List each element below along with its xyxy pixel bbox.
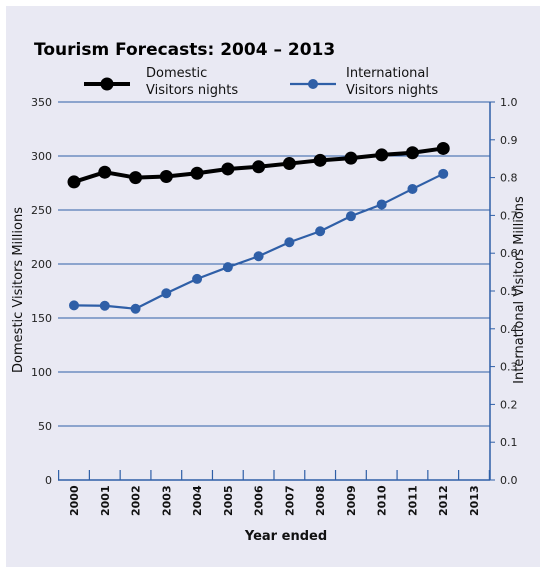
y-right-tick-label: 0.1 — [500, 436, 518, 449]
y-right-tick-label: 0.5 — [500, 285, 518, 298]
international-data-point — [407, 183, 418, 194]
international-data-point — [315, 226, 326, 237]
domestic-data-point — [344, 151, 358, 165]
domestic-data-point — [221, 162, 235, 176]
y-left-tick-label: 150 — [31, 312, 52, 325]
chart-panel — [6, 6, 540, 567]
x-tick-label: 2009 — [345, 485, 358, 516]
legend-domestic-label-line: Domestic — [146, 66, 207, 81]
legend-domestic-marker — [100, 77, 114, 91]
y-left-tick-label: 100 — [31, 366, 52, 379]
y-left-tick-label: 50 — [38, 420, 52, 433]
x-tick-label: 2004 — [191, 485, 204, 516]
y-right-tick-label: 0.0 — [500, 474, 518, 487]
international-series-line — [73, 172, 444, 310]
domestic-data-point — [252, 160, 266, 174]
y-right-tick-label: 1.0 — [500, 96, 518, 109]
legend-international-label: International Visitors nights — [346, 66, 438, 98]
international-data-point — [130, 303, 141, 314]
axes: 0 50 100 150 200 250 300 350 0.0 0.1 0.2 0.3 0.4 0.5 0… — [31, 96, 518, 516]
international-data-point — [284, 237, 295, 248]
x-tick-label: 2008 — [314, 485, 327, 516]
x-tick-label: 2013 — [468, 485, 481, 516]
y-left-tick-label: 250 — [31, 204, 52, 217]
domestic-data-point — [67, 175, 81, 189]
international-data-point — [99, 300, 110, 311]
legend-international-label-line: International — [346, 66, 429, 81]
x-tick-label: 2002 — [130, 485, 143, 516]
x-tick-label: 2012 — [437, 485, 450, 516]
x-tick-label: 2010 — [376, 485, 389, 516]
international-data-point — [222, 262, 233, 273]
legend: Domestic Visitors nights International Visi… — [84, 66, 438, 98]
y-left-tick-label: 300 — [31, 150, 52, 163]
international-data-point — [192, 273, 203, 284]
y-right-tick-label: 0.6 — [500, 247, 518, 260]
domestic-data-point — [313, 153, 327, 167]
x-tick-label: 2007 — [283, 485, 296, 516]
domestic-data-point — [405, 146, 419, 160]
y-left-tick-label: 200 — [31, 258, 52, 271]
y-right-tick-label: 0.9 — [500, 134, 518, 147]
international-data-point — [376, 199, 387, 210]
legend-domestic-label-line: Visitors nights — [146, 83, 238, 98]
x-tick-label: 2006 — [253, 485, 266, 516]
y-right-tick-label: 0.8 — [500, 172, 518, 185]
domestic-data-point — [190, 166, 204, 180]
x-tick-label: 2003 — [160, 485, 173, 516]
series — [67, 141, 450, 314]
domestic-data-point — [129, 171, 143, 185]
international-data-point — [161, 288, 172, 299]
y-left-tick-label: 350 — [31, 96, 52, 109]
domestic-data-point — [98, 165, 112, 179]
international-data-point — [69, 300, 79, 311]
domestic-data-point — [159, 170, 173, 184]
x-tick-label: 2011 — [406, 485, 419, 516]
domestic-data-point — [436, 141, 450, 155]
x-tick-label: 2005 — [222, 485, 235, 516]
chart-title: Tourism Forecasts: 2004 – 2013 — [34, 40, 335, 60]
x-tick-label: 2000 — [68, 485, 81, 516]
y-axis-left-label: Domestic Visitors Millions — [11, 207, 26, 373]
y-left-tick-label: 0 — [45, 474, 52, 487]
legend-international-marker — [308, 79, 318, 89]
y-right-tick-label: 0.7 — [500, 209, 518, 222]
x-tick-label: 2001 — [99, 485, 112, 516]
domestic-data-point — [375, 148, 389, 162]
x-axis-label: Year ended — [244, 529, 327, 544]
y-right-tick-label: 0.2 — [500, 398, 518, 411]
international-data-point — [438, 168, 449, 179]
grid — [58, 101, 490, 427]
legend-domestic-label: Domestic Visitors nights — [146, 66, 238, 98]
legend-international-label-line: Visitors nights — [346, 83, 438, 98]
international-data-point — [345, 211, 356, 222]
international-data-point — [253, 251, 264, 262]
y-right-tick-label: 0.4 — [500, 323, 518, 336]
y-right-tick-label: 0.3 — [500, 361, 518, 374]
y-axis-right-label: International Visitors Millions — [512, 196, 527, 384]
domestic-data-point — [282, 157, 296, 171]
